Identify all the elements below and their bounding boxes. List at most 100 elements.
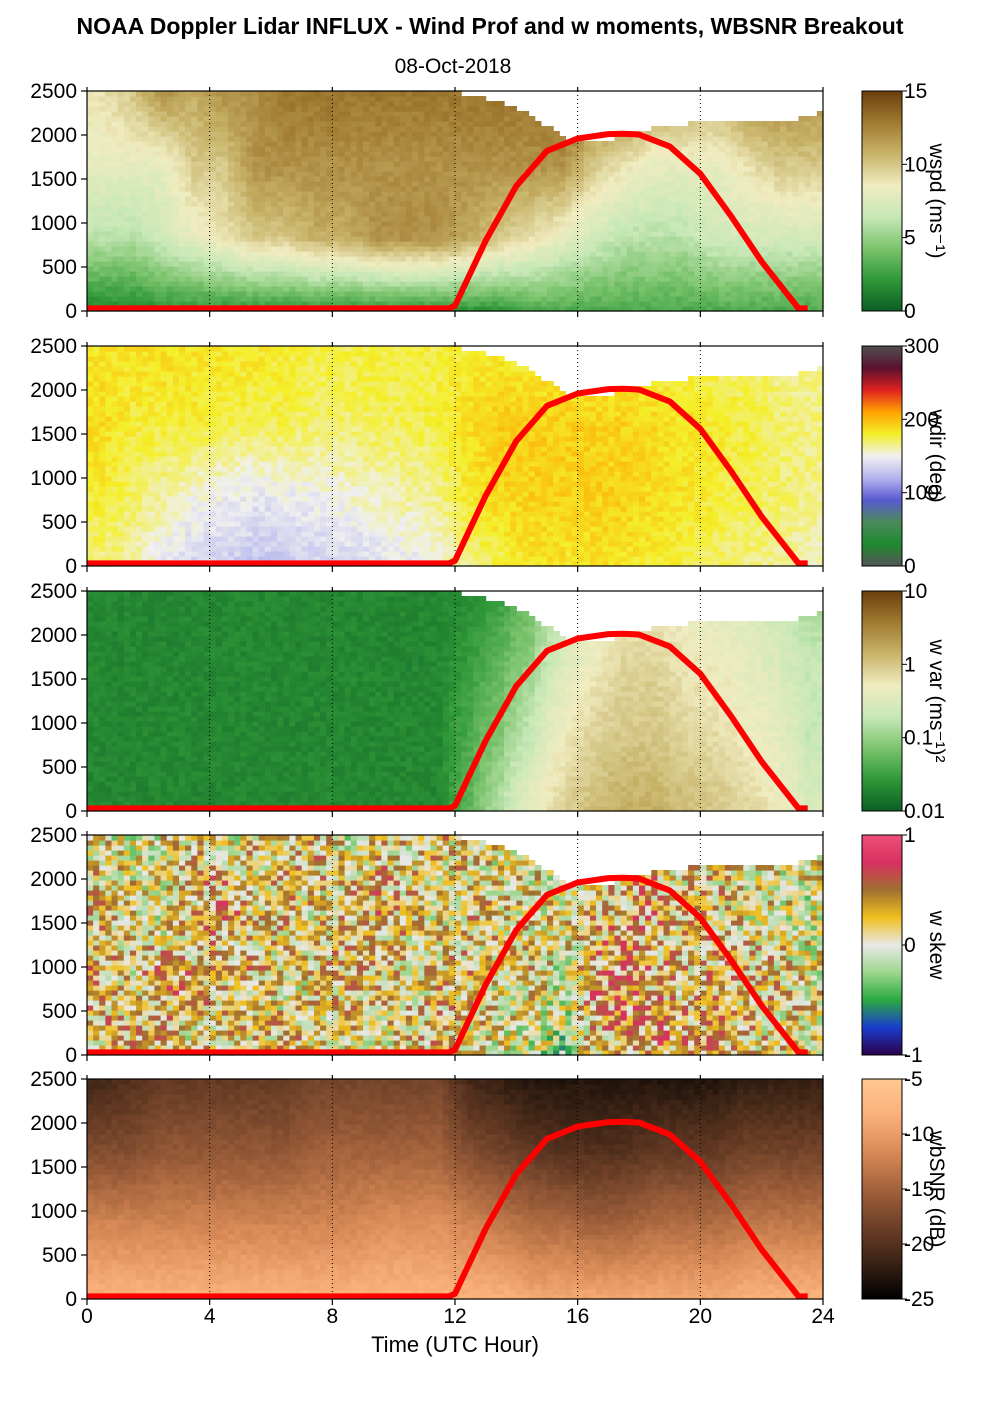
heatmap-cell [577, 211, 585, 217]
heatmap-cell [301, 291, 309, 297]
heatmap-cell [154, 241, 162, 247]
heatmap-cell [547, 226, 554, 232]
heatmap-cell [234, 256, 241, 262]
heatmap-cell [344, 96, 352, 102]
heatmap-cell [393, 256, 401, 262]
heatmap-cell [264, 131, 272, 137]
heatmap-cell [197, 171, 205, 177]
heatmap-cell [436, 141, 444, 147]
heatmap-cell [724, 161, 732, 167]
heatmap-cell [632, 156, 640, 162]
heatmap-cell [369, 141, 376, 147]
heatmap-cell [700, 296, 708, 302]
heatmap-cell [749, 291, 757, 297]
heatmap-cell [804, 151, 812, 157]
heatmap-cell [99, 121, 106, 127]
heatmap-cell [706, 171, 714, 177]
heatmap-cell [516, 166, 524, 172]
heatmap-cell [332, 236, 340, 242]
heatmap-cell [645, 231, 652, 237]
heatmap-cell [240, 286, 248, 292]
heatmap-cell [430, 251, 438, 257]
heatmap-cell [694, 291, 701, 297]
heatmap-cell [289, 211, 297, 217]
heatmap-cell [792, 121, 800, 127]
heatmap-cell [338, 166, 346, 172]
heatmap-cell [405, 226, 413, 232]
heatmap-cell [706, 261, 714, 267]
heatmap-cell [277, 146, 284, 152]
heatmap-cell [816, 176, 824, 182]
heatmap-cell [755, 231, 763, 237]
heatmap-cell [577, 156, 585, 162]
heatmap-cell [596, 241, 603, 247]
heatmap-cell [228, 131, 235, 137]
heatmap-cell [504, 171, 511, 177]
heatmap-cell [111, 246, 119, 252]
heatmap-cell [534, 236, 542, 242]
heatmap-cell [154, 256, 162, 262]
heatmap-cell [129, 301, 137, 307]
heatmap-cell [307, 166, 315, 172]
heatmap-cell [767, 281, 775, 287]
heatmap-cell [608, 241, 616, 247]
heatmap-cell [773, 151, 781, 157]
heatmap-cell [700, 246, 708, 252]
heatmap-cell [191, 171, 198, 177]
heatmap-cell [528, 306, 536, 312]
heatmap-cell [608, 246, 616, 252]
heatmap-cell [375, 206, 382, 212]
heatmap-cell [497, 186, 505, 192]
heatmap-cell [577, 231, 585, 237]
heatmap-cell [497, 226, 505, 232]
heatmap-cell [356, 301, 364, 307]
heatmap-cell [252, 276, 260, 282]
heatmap-cell [185, 226, 192, 232]
heatmap-cell [344, 241, 352, 247]
heatmap-cell [461, 171, 468, 177]
heatmap-cell [258, 131, 266, 137]
heatmap-cell [718, 246, 726, 252]
heatmap-cell [436, 236, 444, 242]
heatmap-cell [142, 101, 149, 107]
heatmap-cell [448, 111, 456, 117]
heatmap-cell [301, 191, 309, 197]
heatmap-cell [185, 246, 192, 252]
heatmap-cell [816, 126, 824, 132]
heatmap-cell [491, 151, 499, 157]
heatmap-cell [191, 286, 198, 292]
heatmap-cell [240, 171, 248, 177]
heatmap-cell [326, 191, 333, 197]
heatmap-cell [301, 181, 309, 187]
heatmap-cell [320, 121, 327, 127]
heatmap-cell [810, 181, 818, 187]
heatmap-cell [645, 206, 652, 212]
heatmap-cell [442, 91, 450, 97]
heatmap-cell [761, 286, 769, 292]
heatmap-cell [577, 276, 585, 282]
heatmap-cell [755, 271, 763, 277]
heatmap-cell [240, 126, 248, 132]
heatmap-cell [632, 236, 640, 242]
heatmap-cell [479, 201, 487, 207]
heatmap-cell [786, 281, 793, 287]
heatmap-cell [117, 261, 125, 267]
heatmap-cell [816, 211, 824, 217]
heatmap-cell [688, 236, 695, 242]
heatmap-cell [99, 91, 106, 97]
heatmap-cell [258, 146, 266, 152]
heatmap-cell [700, 146, 708, 152]
heatmap-cell [455, 196, 462, 202]
heatmap-cell [418, 296, 425, 302]
heatmap-cell [197, 276, 205, 282]
heatmap-cell [626, 191, 634, 197]
heatmap-cell [326, 286, 333, 292]
heatmap-cell [320, 286, 327, 292]
heatmap-cell [565, 296, 573, 302]
heatmap-cell [694, 176, 701, 182]
heatmap-cell [430, 116, 438, 122]
heatmap-cell [166, 146, 174, 152]
heatmap-cell [295, 296, 303, 302]
y-tick-label: 1000 [30, 212, 77, 235]
heatmap-cell [136, 206, 143, 212]
